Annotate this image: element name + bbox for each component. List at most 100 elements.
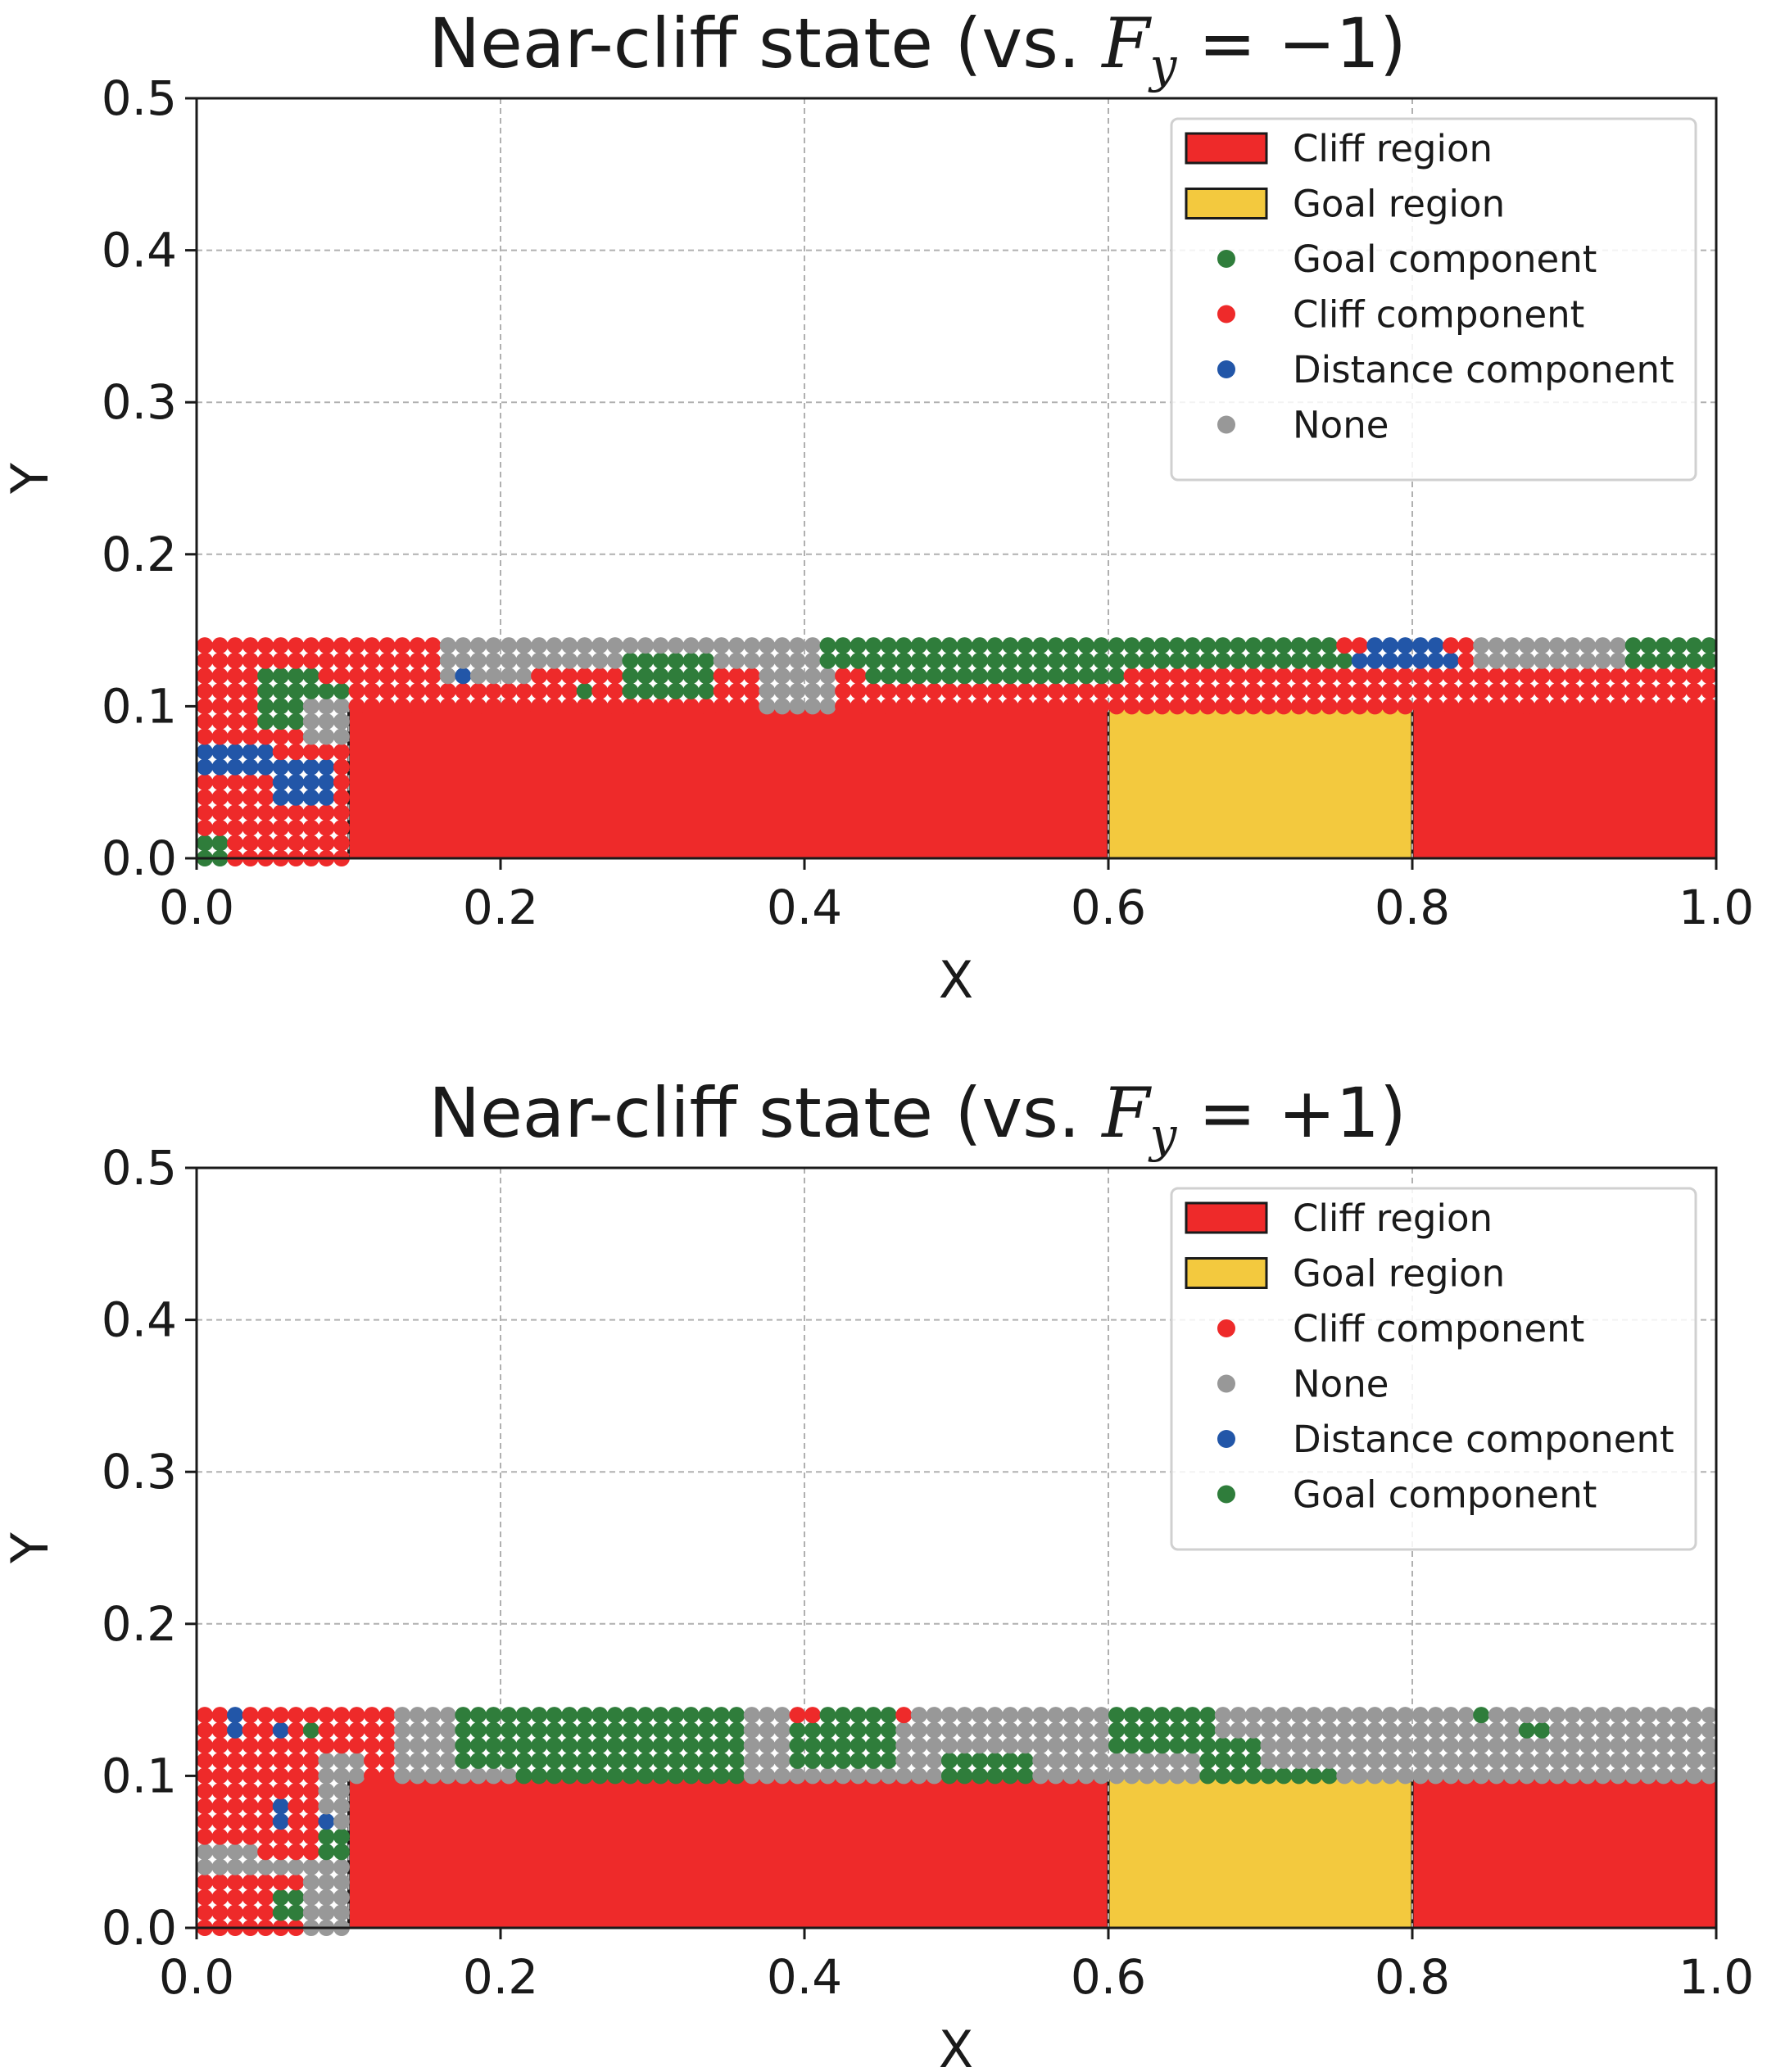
point-goal-component <box>455 1737 472 1754</box>
point-cliff-component <box>1412 667 1429 685</box>
point-none <box>1047 1752 1064 1769</box>
point-none <box>1534 637 1551 654</box>
point-cliff-component <box>288 1767 305 1785</box>
point-cliff-component <box>302 1798 319 1815</box>
point-none <box>1488 1721 1505 1739</box>
point-none <box>439 667 456 685</box>
point-goal-component <box>1534 1721 1551 1739</box>
point-goal-component <box>1123 637 1140 654</box>
x-tick-label: 0.2 <box>463 880 538 935</box>
point-none <box>773 1752 791 1769</box>
point-goal-component <box>1153 1707 1171 1724</box>
point-none <box>1062 1737 1080 1754</box>
point-cliff-component <box>485 698 502 715</box>
point-none <box>1685 1737 1702 1754</box>
point-cliff-component <box>910 698 927 715</box>
cliff-region <box>347 1774 1110 1929</box>
point-none <box>288 1858 305 1875</box>
point-cliff-component <box>956 682 973 699</box>
point-cliff-component <box>197 637 213 654</box>
point-goal-component <box>531 1721 548 1739</box>
point-cliff-component <box>197 1707 213 1724</box>
point-none <box>728 637 745 654</box>
point-none <box>1366 1767 1384 1785</box>
point-cliff-component <box>728 667 745 685</box>
point-none <box>773 1737 791 1754</box>
point-cliff-component <box>242 835 259 852</box>
legend-item: Goal component <box>1217 238 1597 281</box>
point-cliff-component <box>288 1737 305 1754</box>
chart-panel-top: Near-cliff state (vs. Fy = −1) 0.0 0.2 0.4… <box>0 3 1754 1010</box>
goal-region <box>1107 1774 1414 1929</box>
point-cliff-component <box>409 698 426 715</box>
point-cliff-component <box>257 1874 274 1891</box>
point-cliff-component <box>227 667 244 685</box>
point-goal-component <box>1230 1752 1247 1769</box>
point-cliff-component <box>1503 698 1520 715</box>
point-cliff-component <box>227 1782 244 1799</box>
point-none <box>439 1737 456 1754</box>
point-goal-component <box>1260 652 1277 669</box>
legend-swatch <box>1185 1257 1268 1289</box>
x-tick-label: 0.0 <box>159 1949 234 2005</box>
point-goal-component <box>288 1889 305 1906</box>
point-cliff-component <box>1230 682 1247 699</box>
point-cliff-component <box>378 1767 396 1785</box>
point-goal-component <box>1139 1721 1156 1739</box>
point-cliff-component <box>197 1737 213 1754</box>
point-goal-component <box>1139 652 1156 669</box>
point-cliff-component <box>197 804 213 821</box>
point-none <box>956 1707 973 1724</box>
point-none <box>1457 1707 1475 1724</box>
point-cliff-component <box>364 637 381 654</box>
point-none <box>1685 1752 1702 1769</box>
point-cliff-component <box>302 1813 319 1830</box>
point-goal-component <box>622 1737 639 1754</box>
point-cliff-component <box>257 1798 274 1815</box>
point-goal-component <box>1002 1752 1019 1769</box>
point-goal-component <box>1701 637 1718 654</box>
point-cliff-component <box>272 1828 289 1845</box>
point-none <box>1184 1752 1201 1769</box>
point-cliff-component <box>257 835 274 852</box>
point-goal-component <box>622 1721 639 1739</box>
point-cliff-component <box>378 698 396 715</box>
point-none <box>682 637 700 654</box>
point-distance-component <box>272 758 289 776</box>
point-goal-component <box>1002 667 1019 685</box>
point-cliff-component <box>409 652 426 669</box>
point-cliff-component <box>211 1752 229 1769</box>
point-cliff-component <box>1290 698 1307 715</box>
point-cliff-component <box>1655 682 1672 699</box>
point-none <box>1290 1721 1307 1739</box>
point-none <box>333 1889 350 1906</box>
point-none <box>1290 1752 1307 1769</box>
point-none <box>1306 1707 1323 1724</box>
point-none <box>1488 1752 1505 1769</box>
point-cliff-component <box>242 789 259 806</box>
point-cliff-component <box>972 698 989 715</box>
point-none <box>576 637 593 654</box>
point-cliff-component <box>439 682 456 699</box>
point-none <box>1503 1752 1520 1769</box>
point-goal-component <box>561 1737 578 1754</box>
point-cliff-component <box>1488 667 1505 685</box>
legend-label: Goal region <box>1293 1252 1505 1296</box>
point-cliff-component <box>227 774 244 791</box>
point-cliff-component <box>318 804 335 821</box>
legend-label: None <box>1293 404 1389 447</box>
point-none <box>1488 1767 1505 1785</box>
point-goal-component <box>865 1707 882 1724</box>
point-cliff-component <box>211 1707 229 1724</box>
point-goal-component <box>972 637 989 654</box>
point-goal-component <box>682 682 700 699</box>
point-cliff-component <box>1670 682 1688 699</box>
point-cliff-component <box>272 1767 289 1785</box>
point-none <box>1518 637 1535 654</box>
point-goal-component <box>622 652 639 669</box>
point-goal-component <box>288 713 305 730</box>
point-none <box>1275 1737 1293 1754</box>
point-none <box>713 652 730 669</box>
point-cliff-component <box>546 698 563 715</box>
point-none <box>1534 652 1551 669</box>
